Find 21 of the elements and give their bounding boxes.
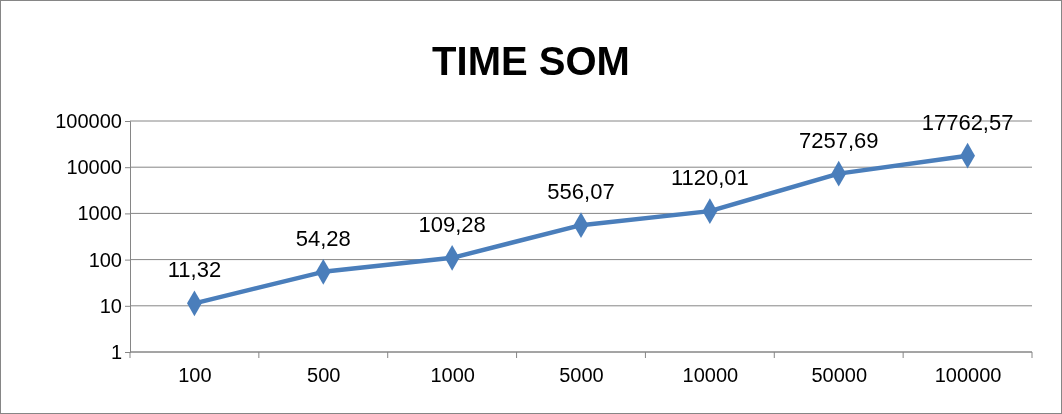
data-label: 109,28 xyxy=(418,211,486,237)
x-tick-label: 100 xyxy=(178,364,212,387)
y-tick-label: 100 xyxy=(88,248,122,271)
x-tick-label: 5000 xyxy=(559,364,604,387)
y-tick-label: 1 xyxy=(110,340,122,363)
chart-title: TIME SOM xyxy=(432,39,630,83)
y-tick-label: 100000 xyxy=(55,109,122,132)
x-tick-label: 500 xyxy=(307,364,341,387)
x-tick-label: 50000 xyxy=(811,364,868,387)
y-tick-label: 10 xyxy=(99,294,122,317)
y-tick-label: 10000 xyxy=(66,156,122,179)
data-label: 556,07 xyxy=(547,179,615,205)
y-tick-label: 1000 xyxy=(77,202,122,225)
data-label: 11,32 xyxy=(167,257,222,283)
data-label: 17762,57 xyxy=(921,109,1014,135)
data-label: 54,28 xyxy=(295,225,351,251)
x-tick-label: 1000 xyxy=(430,364,475,387)
x-tick-label: 100000 xyxy=(934,364,1002,387)
data-label: 7257,69 xyxy=(798,127,879,153)
x-tick-label: 10000 xyxy=(682,364,739,387)
data-label: 1120,01 xyxy=(670,165,749,191)
